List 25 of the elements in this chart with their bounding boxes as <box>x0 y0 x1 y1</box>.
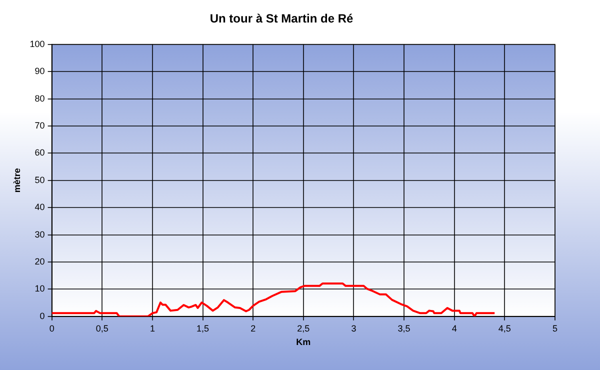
chart-title: Un tour à St Martin de Ré <box>210 12 354 26</box>
x-tick-label: 3,5 <box>398 323 410 334</box>
x-tick-label: 0,5 <box>96 323 108 334</box>
x-tick-label: 0 <box>49 323 54 334</box>
x-tick-label: 3 <box>351 323 356 334</box>
x-tick-label: 1,5 <box>196 323 210 334</box>
x-tick-label: 2 <box>250 323 256 334</box>
y-tick-label: 70 <box>34 120 45 130</box>
y-tick-label: 50 <box>34 174 45 185</box>
y-tick-label: 90 <box>34 66 45 76</box>
y-tick-label: 30 <box>34 229 45 240</box>
y-tick-label: 10 <box>34 284 45 294</box>
y-tick-label: 80 <box>34 93 45 104</box>
x-tick-label: 4,5 <box>498 323 511 334</box>
y-tick-label: 100 <box>30 38 45 49</box>
x-tick-label: 1 <box>150 323 155 334</box>
x-tick-label: 5 <box>552 323 558 334</box>
y-tick-label: 0 <box>40 310 45 321</box>
x-axis-title: Km <box>296 337 311 348</box>
y-tick-label: 20 <box>34 256 45 266</box>
y-tick-label: 60 <box>34 148 45 158</box>
y-axis-title: mètre <box>12 168 22 193</box>
x-tick-label: 4 <box>452 323 457 334</box>
x-tick-label: 2,5 <box>297 323 310 334</box>
y-tick-label: 40 <box>34 202 45 212</box>
